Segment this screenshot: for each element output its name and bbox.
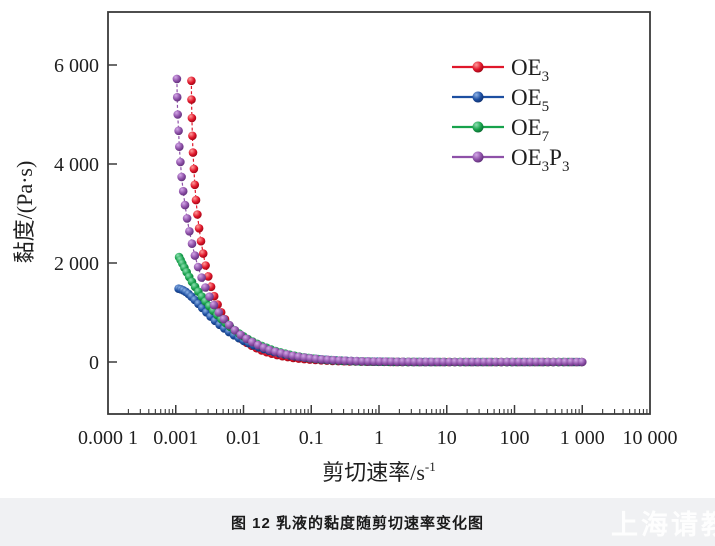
x-tick-label-7: 1 000 <box>560 427 605 449</box>
x-tick-label-4: 1 <box>374 427 384 449</box>
legend-label-OE3: OE3 <box>511 55 549 85</box>
legend-item-OE3P3: OE3P3 <box>452 145 569 175</box>
x-tick-label-3: 0.1 <box>299 427 324 449</box>
y-tick-label-3: 6 000 <box>54 55 99 77</box>
x-tick-label-0: 0.000 1 <box>78 427 138 449</box>
watermark: 上海请教 <box>611 510 715 540</box>
series-OE3P3 <box>172 74 587 367</box>
legend-marker-OE3P3 <box>472 151 484 163</box>
legend-item-OE5: OE5 <box>452 85 549 115</box>
caption-bar: 上海请教 图 12 乳液的黏度随剪切速率变化图 <box>0 498 715 546</box>
x-tick-label-5: 10 <box>437 427 457 449</box>
series-OE7 <box>174 252 586 367</box>
legend-label-OE3P3: OE3P3 <box>511 145 569 175</box>
legend-item-OE7: OE7 <box>452 115 550 145</box>
x-axis-ticks <box>127 405 648 414</box>
y-axis-title: 黏度/(Pa·s) <box>12 161 37 264</box>
figure-caption: 图 12 乳液的黏度随剪切速率变化图 <box>230 514 485 532</box>
legend-label-OE5: OE5 <box>511 85 549 115</box>
x-axis-title: 剪切速率/s-1 <box>322 459 436 485</box>
viscosity-vs-shear-rate-chart: 0.000 1 0.001 0.01 0.1 1 10 100 1 000 10 000 0 2 0… <box>12 11 678 485</box>
y-tick-label-1: 2 000 <box>54 253 99 275</box>
x-tick-label-6: 100 <box>500 427 530 449</box>
legend-label-OE7: OE7 <box>511 115 550 145</box>
x-tick-label-2: 0.01 <box>226 427 261 449</box>
legend-marker-OE7 <box>472 121 484 133</box>
y-tick-label-2: 4 000 <box>54 154 99 176</box>
legend-item-OE3: OE3 <box>452 55 549 85</box>
plot-frame <box>107 11 651 415</box>
y-tick-label-0: 0 <box>89 352 99 374</box>
series-OE5 <box>174 284 584 367</box>
legend-marker-OE3 <box>472 61 484 73</box>
x-tick-label-1: 0.001 <box>153 427 198 449</box>
legend-marker-OE5 <box>472 91 484 103</box>
x-tick-label-8: 10 000 <box>623 427 678 449</box>
